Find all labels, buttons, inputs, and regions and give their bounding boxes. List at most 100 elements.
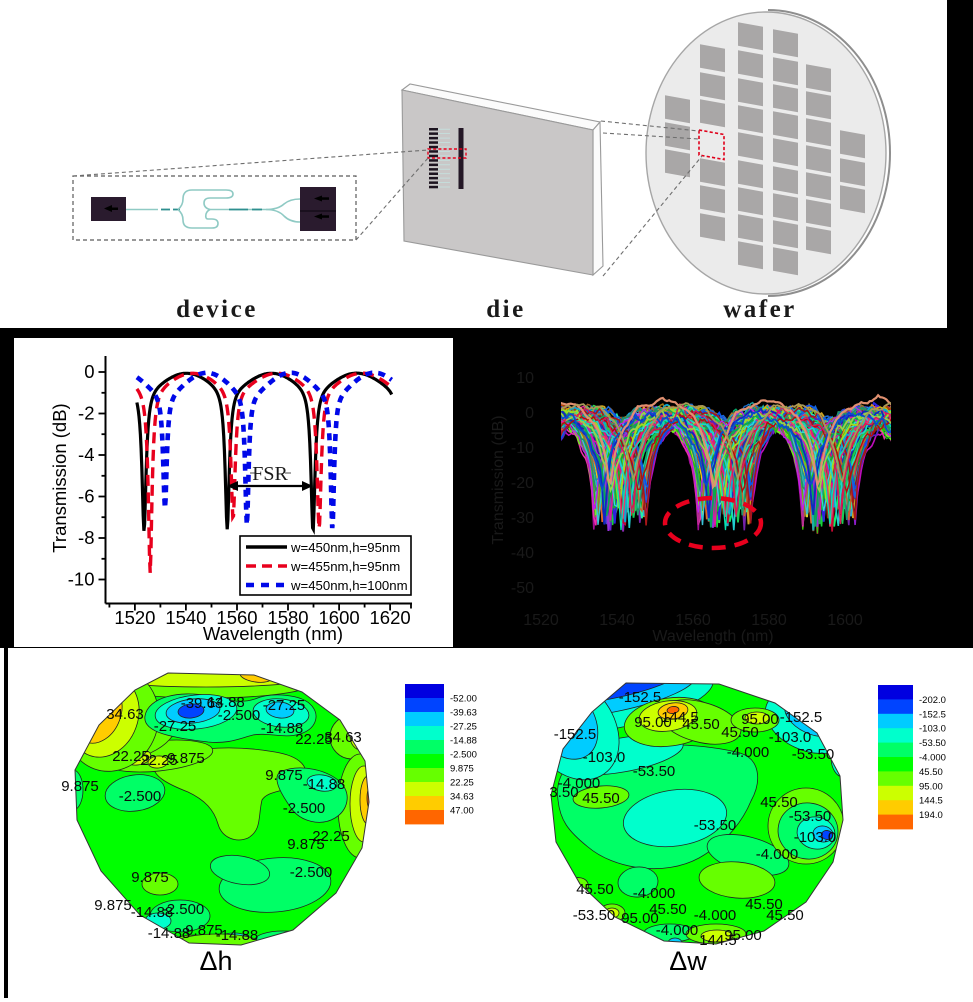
svg-text:1580: 1580 [267,607,308,628]
svg-text:-4.000: -4.000 [558,775,601,792]
svg-text:95.00: 95.00 [741,711,779,728]
svg-text:1600: 1600 [319,607,360,628]
svg-text:-4.000: -4.000 [919,753,946,764]
svg-text:-50: -50 [511,580,534,597]
svg-text:-152.5: -152.5 [919,709,946,720]
svg-text:-14.88: -14.88 [450,736,477,747]
svg-text:wafer: wafer [723,296,797,323]
svg-text:-39.63: -39.63 [450,708,477,719]
svg-text:9.875: 9.875 [131,869,169,886]
svg-text:-2: -2 [78,403,94,424]
svg-text:1580: 1580 [751,612,787,629]
svg-text:144.5: 144.5 [699,932,737,949]
svg-text:1520: 1520 [523,612,559,629]
svg-text:-4.000: -4.000 [694,907,737,924]
svg-text:-14.88: -14.88 [148,925,191,942]
svg-text:-2.500: -2.500 [218,707,261,724]
svg-text:-40: -40 [511,545,534,562]
svg-text:-4.000: -4.000 [756,846,799,863]
svg-text:45.50: 45.50 [682,716,720,733]
svg-text:1620: 1620 [370,607,411,628]
svg-text:-103.0: -103.0 [769,729,812,746]
svg-text:-20: -20 [511,475,534,492]
svg-text:Transmission (dB): Transmission (dB) [49,403,70,552]
svg-text:-27.25: -27.25 [263,697,306,714]
svg-text:-4.000: -4.000 [633,885,676,902]
svg-text:22.25: 22.25 [140,752,178,769]
svg-text:-202.0: -202.0 [919,695,946,706]
svg-text:-103.0: -103.0 [919,724,946,735]
svg-text:9.875: 9.875 [287,836,325,853]
svg-text:-6: -6 [78,486,94,507]
svg-text:194.0: 194.0 [919,810,943,821]
svg-text:-39.63: -39.63 [181,695,224,712]
svg-text:device: device [176,296,258,323]
svg-text:45.50: 45.50 [576,881,614,898]
svg-text:95.00: 95.00 [621,910,659,927]
svg-text:1540: 1540 [599,612,635,629]
svg-text:w=450nm,h=100nm: w=450nm,h=100nm [290,578,408,593]
svg-text:-103.0: -103.0 [794,829,837,846]
svg-text:die: die [486,296,525,323]
svg-text:0: 0 [84,361,94,382]
svg-text:9.875: 9.875 [167,750,205,767]
svg-text:-8: -8 [78,527,94,548]
svg-text:45.50: 45.50 [649,901,687,918]
svg-text:Δh: Δh [199,946,232,976]
svg-text:-152.5: -152.5 [619,689,662,706]
svg-text:-152.5: -152.5 [780,709,823,726]
svg-text:-4: -4 [78,444,94,465]
svg-text:95.00: 95.00 [724,927,762,944]
svg-text:FSR: FSR [252,463,288,485]
svg-text:34.63: 34.63 [450,792,474,803]
svg-text:1600: 1600 [827,612,863,629]
svg-text:95.00: 95.00 [919,781,943,792]
svg-text:-52.00: -52.00 [450,694,477,705]
svg-text:-103.0: -103.0 [583,749,626,766]
svg-text:144.5: 144.5 [919,796,943,807]
svg-text:-53.50: -53.50 [633,763,676,780]
svg-text:9.875: 9.875 [185,922,223,939]
svg-text:9.875: 9.875 [94,897,132,914]
svg-text:-30: -30 [511,510,534,527]
svg-text:1520: 1520 [114,607,155,628]
svg-text:-14.88: -14.88 [216,927,259,944]
svg-text:45.50: 45.50 [745,896,783,913]
svg-text:10: 10 [516,370,534,387]
svg-text:14.88: 14.88 [207,694,245,711]
svg-text:-53.50: -53.50 [792,746,835,763]
svg-text:1540: 1540 [165,607,206,628]
svg-text:45.50: 45.50 [721,724,759,741]
svg-text:9.875: 9.875 [450,764,474,775]
svg-text:22.25: 22.25 [112,748,150,765]
svg-text:-2.500: -2.500 [162,901,205,918]
svg-text:-53.50: -53.50 [919,738,946,749]
svg-text:-10: -10 [511,440,534,457]
svg-text:34.63: 34.63 [106,706,144,723]
svg-text:-10: -10 [68,569,95,590]
svg-text:144.5: 144.5 [661,709,699,726]
svg-text:w=450nm,h=95nm: w=450nm,h=95nm [290,540,400,555]
svg-text:Δw: Δw [669,946,707,976]
svg-text:22.25: 22.25 [450,778,474,789]
svg-text:w=455nm,h=95nm: w=455nm,h=95nm [290,559,400,574]
svg-text:34.63: 34.63 [324,729,362,746]
svg-text:-14.88: -14.88 [261,720,304,737]
svg-text:1560: 1560 [216,607,257,628]
svg-text:45.50: 45.50 [919,767,943,778]
svg-text:95.00: 95.00 [634,714,672,731]
svg-text:-14.88: -14.88 [131,904,174,921]
svg-text:-53.50: -53.50 [573,907,616,924]
svg-text:-2.500: -2.500 [290,864,333,881]
svg-text:1560: 1560 [675,612,711,629]
svg-text:Transmission (dB): Transmission (dB) [490,415,507,544]
svg-text:47.00: 47.00 [450,806,474,817]
svg-text:-14.88: -14.88 [303,776,346,793]
svg-text:-53.50: -53.50 [789,808,832,825]
svg-text:9.875: 9.875 [265,767,303,784]
svg-text:22.25: 22.25 [295,731,333,748]
svg-text:-53.50: -53.50 [694,817,737,834]
svg-text:-152.5: -152.5 [554,726,597,743]
svg-text:Wavelength (nm): Wavelength (nm) [652,628,773,645]
svg-text:22.25: 22.25 [312,828,350,845]
